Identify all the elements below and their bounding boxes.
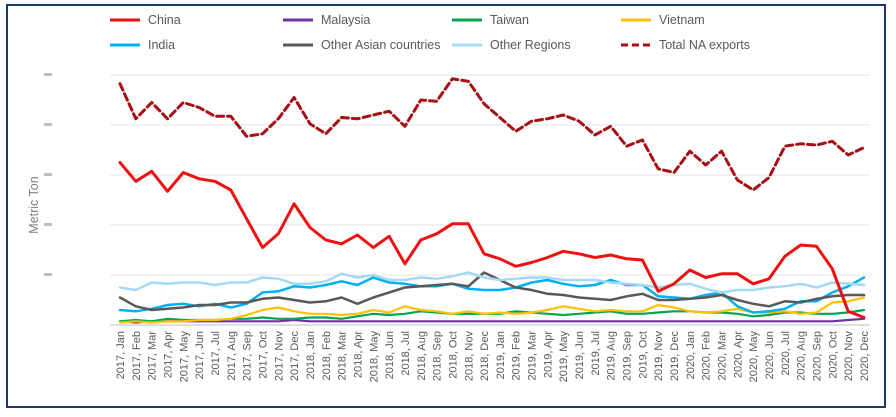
x-tick-label: 2019, Nov: [653, 331, 665, 382]
legend-item: Other Asian countries: [283, 38, 441, 52]
x-tick-label: 2017, Jun: [194, 331, 206, 379]
x-tick-label: 2018, May: [368, 331, 380, 383]
y-axis-ticks: [44, 73, 52, 276]
legend-label: Malaysia: [321, 13, 370, 27]
x-tick-label: 2018, Nov: [463, 331, 475, 382]
y-tick-mark: [44, 173, 52, 176]
legend-item: Malaysia: [283, 13, 370, 27]
x-tick-label: 2018, Mar: [337, 331, 349, 381]
x-tick-label: 2020, Dec: [859, 331, 871, 382]
legend-label: Total NA exports: [659, 38, 750, 52]
x-tick-label: 2019, Mar: [527, 331, 539, 381]
legend-label: China: [148, 13, 181, 27]
x-tick-label: 2018, Jan: [305, 331, 317, 379]
x-tick-label: 2020, Aug: [796, 331, 808, 381]
x-axis-ticks: 2017, Jan 2017, Feb 2017, Mar 2017, Apr 2017…: [115, 331, 871, 383]
x-tick-label: 2020, Jan: [685, 331, 697, 379]
legend-label: Other Regions: [490, 38, 571, 52]
legend-label: Vietnam: [659, 13, 705, 27]
series-line-vietnam: [118, 296, 866, 324]
series-line-malaysia: [118, 317, 866, 324]
x-tick-label: 2018, Feb: [321, 331, 333, 381]
x-tick-label: 2018, Apr: [352, 331, 364, 378]
x-tick-label: 2020, Jul: [780, 331, 792, 376]
x-tick-label: 2019, May: [558, 331, 570, 383]
x-tick-label: 2017, Dec: [289, 331, 301, 382]
x-tick-label: 2018, Dec: [479, 331, 491, 382]
y-tick-mark: [44, 73, 52, 76]
x-tick-label: 2017, Jan: [115, 331, 127, 379]
legend: China Malaysia Taiwan Vietnam India Other Asi…: [110, 13, 750, 52]
x-tick-label: 2017, Mar: [147, 331, 159, 381]
x-tick-label: 2019, Jun: [574, 331, 586, 379]
legend-item: Vietnam: [621, 13, 705, 27]
x-tick-label: 2020, Feb: [701, 331, 713, 381]
legend-item: Taiwan: [452, 13, 529, 27]
y-tick-mark: [44, 223, 52, 226]
y-tick-mark: [44, 273, 52, 276]
x-tick-label: 2017, Apr: [162, 331, 174, 378]
x-tick-label: 2020, Apr: [732, 331, 744, 378]
x-tick-label: 2019, Sep: [622, 331, 634, 381]
legend-item: Other Regions: [452, 38, 571, 52]
x-tick-label: 2020, Oct: [827, 331, 839, 379]
x-tick-label: 2017, Jul: [210, 331, 222, 376]
series-line-other-asian-countries: [118, 271, 866, 312]
x-tick-label: 2020, May: [748, 331, 760, 383]
legend-item: Total NA exports: [621, 38, 750, 52]
x-tick-label: 2019, Jul: [590, 331, 602, 376]
legend-label: Other Asian countries: [321, 38, 441, 52]
x-tick-label: 2019, Apr: [542, 331, 554, 378]
x-tick-label: 2017, Feb: [131, 331, 143, 381]
x-tick-label: 2019, Dec: [669, 331, 681, 382]
x-tick-label: 2018, Jul: [400, 331, 412, 376]
x-tick-label: 2019, Oct: [637, 331, 649, 379]
legend-item: China: [110, 13, 181, 27]
x-tick-label: 2019, Feb: [511, 331, 523, 381]
series-line-other-regions: [118, 271, 866, 294]
x-tick-label: 2020, Jun: [764, 331, 776, 379]
x-tick-label: 2019, Jan: [495, 331, 507, 379]
x-tick-label: 2017, Aug: [226, 331, 238, 381]
x-tick-label: 2018, Sep: [432, 331, 444, 381]
x-tick-label: 2018, Jun: [384, 331, 396, 379]
y-axis-label: Metric Ton: [27, 176, 41, 233]
series-line-china: [118, 161, 866, 319]
legend-label: India: [148, 38, 175, 52]
x-tick-label: 2018, Aug: [416, 331, 428, 381]
x-tick-label: 2017, Oct: [257, 331, 269, 379]
gridlines: [110, 74, 870, 326]
x-tick-label: 2020, Nov: [843, 331, 855, 382]
x-tick-label: 2017, Nov: [273, 331, 285, 382]
legend-item: India: [110, 38, 175, 52]
x-tick-label: 2018, Oct: [447, 331, 459, 379]
x-tick-label: 2017, May: [178, 331, 190, 383]
x-tick-label: 2019, Aug: [606, 331, 618, 381]
series-lines: [118, 77, 866, 324]
x-tick-label: 2020, Mar: [717, 331, 729, 381]
series-line-india: [118, 276, 866, 314]
x-tick-label: 2017, Sep: [242, 331, 254, 381]
legend-label: Taiwan: [490, 13, 529, 27]
x-tick-label: 2020, Sep: [812, 331, 824, 381]
chart-frame: [6, 4, 886, 408]
y-tick-mark: [44, 123, 52, 126]
series-line-total-na-exports: [118, 77, 866, 192]
